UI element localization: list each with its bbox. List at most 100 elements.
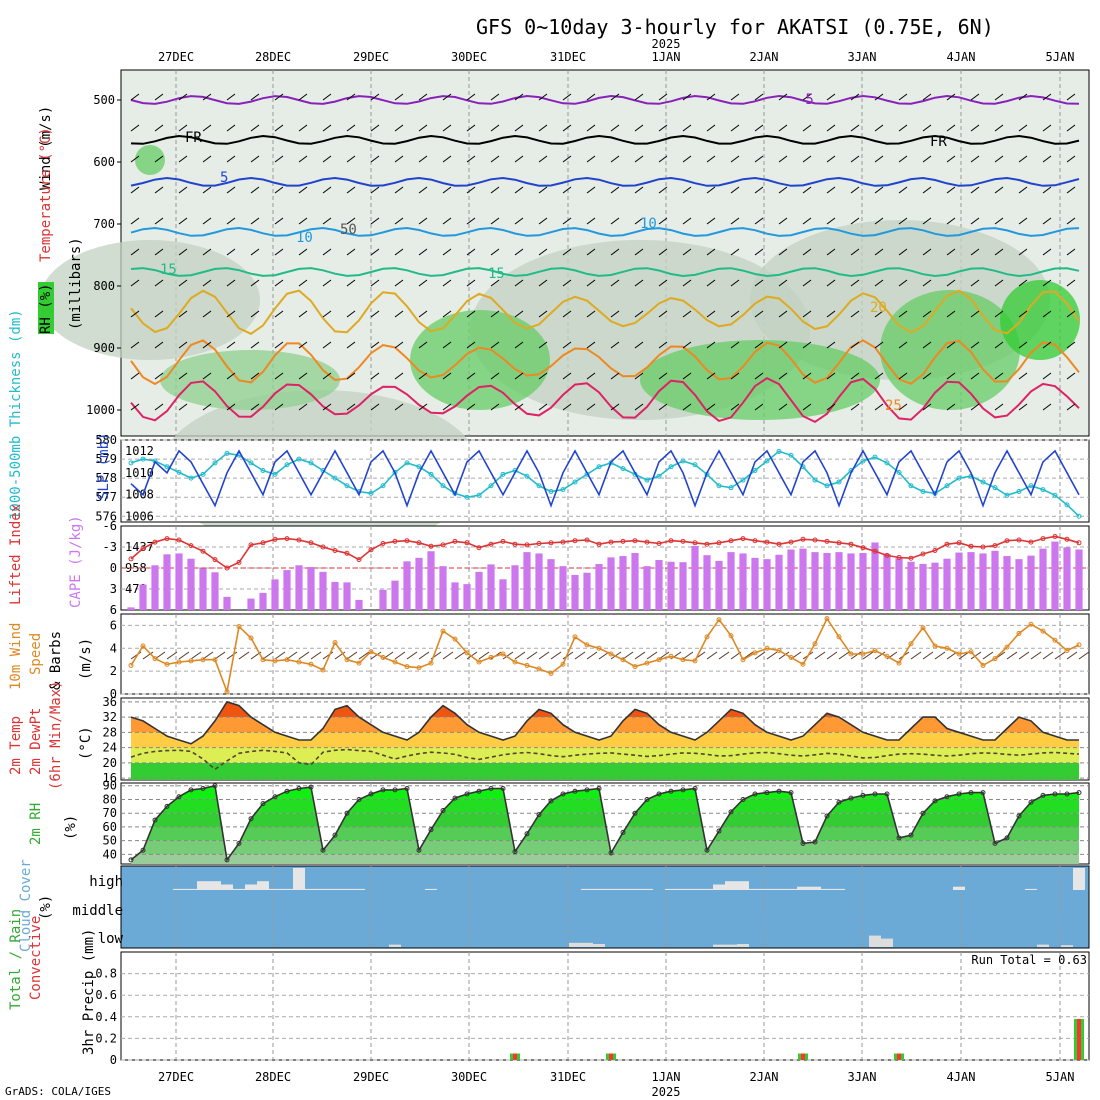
thickness-line-point [128, 460, 134, 466]
cape-bar [715, 560, 723, 610]
thickness-line-point [764, 458, 770, 464]
wind10m-line-point [920, 625, 926, 631]
wind-barb-10m [178, 651, 190, 660]
wind-barb [154, 217, 164, 225]
precip-tick-label: 0.6 [95, 988, 117, 1002]
wind-barb [634, 93, 644, 101]
rh2m-line-point [932, 798, 938, 804]
wind-barb [250, 341, 260, 349]
wind-barb [274, 124, 284, 132]
wind-barb [490, 217, 500, 225]
cloud-high-bar [797, 886, 809, 890]
rh2m-line-point [620, 829, 626, 835]
wind-barb [394, 186, 404, 194]
wind10m-line-point [284, 657, 290, 663]
wind-barb [490, 248, 500, 256]
cape-bar [511, 565, 519, 610]
cape-bar [619, 556, 627, 610]
li-line-point [884, 552, 890, 558]
rh-axis-label: RH (%) [38, 283, 54, 334]
cloud-high-bar [341, 888, 353, 890]
li-line-point [1076, 540, 1082, 546]
wind-barb [250, 186, 260, 194]
wind-barb [1066, 310, 1076, 318]
wind-barb [562, 372, 572, 380]
rh2m-line-point [380, 787, 386, 793]
cloud-high-bar [293, 868, 305, 890]
wind-barb [658, 124, 668, 132]
li-line-point [128, 556, 134, 562]
wind-barb [154, 403, 164, 411]
thickness-line-point [164, 464, 170, 470]
wind-barb-10m [1042, 651, 1054, 660]
cloud-high-bar [269, 888, 281, 890]
upper-air-labels: Wind (m/s) Temperature (°C) RH (%) (mill… [38, 106, 84, 334]
wind-barb [634, 186, 644, 194]
wind-barb [322, 403, 332, 411]
li-line-point [356, 557, 362, 563]
wind-barb [1042, 155, 1052, 163]
wind-barb [1066, 155, 1076, 163]
precip-tick-label: 0 [110, 1053, 117, 1067]
cloud-high-bar [725, 881, 737, 890]
wind-barb [634, 155, 644, 163]
wind-barb [826, 310, 836, 318]
wind10m-line-point [164, 661, 170, 667]
cape-bar [1015, 559, 1023, 610]
cloud-low-bar [1037, 944, 1049, 947]
wind-barb [442, 341, 452, 349]
wind-barb [130, 403, 140, 411]
wind10m-line-point [512, 659, 518, 665]
wind-barb [202, 279, 212, 287]
bottom-date-tick: 28DEC [255, 1070, 291, 1084]
li-axis-label: Lifted Index [8, 504, 24, 605]
wind-barb [442, 248, 452, 256]
precip-conv-bar [801, 1053, 805, 1060]
rh2m-line-point [884, 791, 890, 797]
wind-barb [658, 403, 668, 411]
cape-bar [643, 566, 651, 610]
wind-barb [250, 155, 260, 163]
li-line-point [632, 538, 638, 544]
wind-barb [490, 310, 500, 318]
thickness-line-point [464, 494, 470, 500]
wind10m-line-point [860, 651, 866, 657]
pressure-tick-label: 800 [93, 279, 115, 293]
wind10m-line-point [560, 661, 566, 667]
cape-bar [571, 574, 579, 610]
cloud-high-bar [665, 888, 677, 890]
wind-barb [898, 124, 908, 132]
credit-label: GrADS: COLA/IGES [5, 1085, 111, 1098]
wind-barb [202, 217, 212, 225]
rh2m-line-point [308, 784, 314, 790]
thickness-line-point [248, 460, 254, 466]
rh-tick-label: 70 [103, 806, 117, 820]
wind-barb [994, 248, 1004, 256]
li-line-point [992, 543, 998, 549]
li-line-point [404, 538, 410, 544]
cloud-high-bar [209, 881, 221, 890]
wind-barb [226, 217, 236, 225]
wind-barb [874, 93, 884, 101]
wind-barb [1018, 155, 1028, 163]
li-line-point [776, 541, 782, 547]
thickness-line-point [440, 483, 446, 489]
wind-barb [274, 186, 284, 194]
wind10m-line-point [320, 667, 326, 673]
li-line-point [260, 540, 266, 546]
temperature-contour [130, 134, 1080, 145]
wind-barb [154, 248, 164, 256]
rh2m-line-point [692, 785, 698, 791]
wind-barb [634, 372, 644, 380]
wind-barb [778, 155, 788, 163]
wind-barb [202, 124, 212, 132]
thickness-line-point [368, 490, 374, 496]
rh2m-line-point [164, 803, 170, 809]
wind-barb [250, 248, 260, 256]
cloud-high-bar [221, 884, 233, 890]
wind-barb [298, 403, 308, 411]
wind10m-line-point [632, 664, 638, 670]
cape-bar [607, 557, 615, 610]
wind-barb [154, 372, 164, 380]
wind-barb [490, 372, 500, 380]
